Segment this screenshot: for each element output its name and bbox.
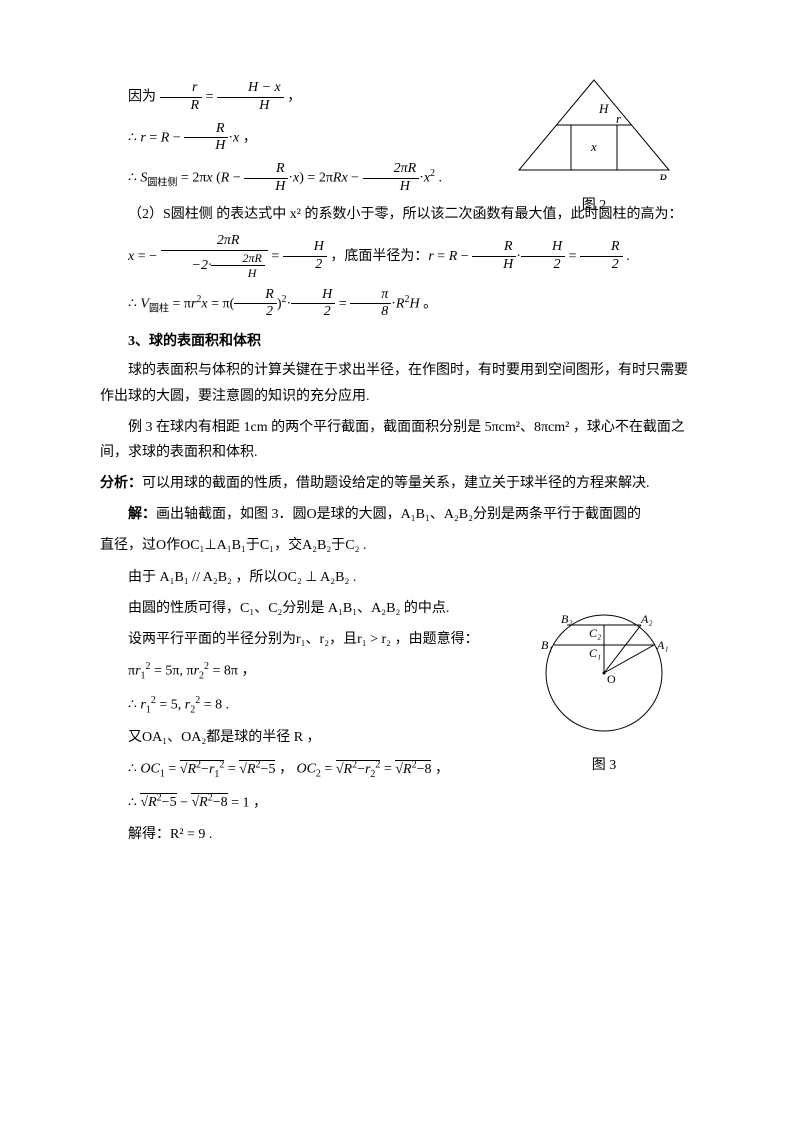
svg-text:H: H bbox=[598, 101, 609, 116]
solution-p10: 解得：R² = 9 . bbox=[100, 822, 694, 847]
solution-p1b: 直径，过O作OC₁⊥A₁B₁于C₁，交A₂B₂于C₂ . bbox=[100, 533, 694, 558]
line-6: ∴ V圆柱 = πr2x = π(R2)2·H2 = π8·R2H 。 bbox=[100, 287, 694, 322]
svg-text:R: R bbox=[658, 171, 667, 180]
svg-text:B₂: B₂ bbox=[561, 612, 573, 626]
figure-2-caption: 图 2 bbox=[504, 193, 684, 218]
svg-text:C₁: C₁ bbox=[589, 646, 601, 660]
analysis: 分析：可以用球的截面的性质，借助题设给定的等量关系，建立关于球半径的方程来解决. bbox=[100, 471, 694, 496]
svg-text:B₁: B₁ bbox=[541, 638, 553, 652]
solution-p1-text: 画出轴截面，如图 3．圆O是球的大圆，A₁B₁、A₂B₂分别是两条平行于截面圆的 bbox=[156, 507, 641, 522]
figure-2: H r x R 图 2 bbox=[504, 75, 684, 218]
section-3-p1: 球的表面积与体积的计算关键在于求出半径，在作图时，有时要用到空间图形，有时只需要… bbox=[100, 358, 694, 408]
analysis-label: 分析： bbox=[100, 476, 142, 491]
analysis-text: 可以用球的截面的性质，借助题设给定的等量关系，建立关于球半径的方程来解决. bbox=[142, 476, 650, 491]
svg-text:x: x bbox=[590, 139, 597, 154]
solution-p9: ∴ √R2−5 − √R2−8 = 1 ， bbox=[100, 790, 694, 816]
figure-3: B₂ A₂ B₁ A₁ C₂ C₁ O 图 3 bbox=[514, 595, 694, 778]
example-3-intro: 例 3 在球内有相距 1cm 的两个平行截面，截面面积分别是 5πcm²、8πc… bbox=[100, 415, 694, 465]
line-5: x = − 2πR−2·2πRH = H2 ，底面半径为：r = R − RH·… bbox=[100, 233, 694, 281]
figure-3-caption: 图 3 bbox=[514, 753, 694, 778]
solution-p1: 解：画出轴截面，如图 3．圆O是球的大圆，A₁B₁、A₂B₂分别是两条平行于截面… bbox=[100, 502, 694, 527]
svg-text:O: O bbox=[607, 672, 616, 686]
triangle-diagram: H r x R bbox=[509, 75, 679, 180]
line-1-prefix: 因为 bbox=[128, 90, 156, 105]
solution-label: 解： bbox=[128, 507, 156, 522]
circle-diagram: B₂ A₂ B₁ A₁ C₂ C₁ O bbox=[519, 595, 689, 740]
svg-text:C₂: C₂ bbox=[589, 626, 601, 640]
section-3-title: 3、球的表面积和体积 bbox=[100, 329, 694, 354]
svg-text:A₂: A₂ bbox=[640, 612, 653, 626]
solution-p2: 由于 A₁B₁ // A₂B₂ ，所以OC₂ ⊥ A₂B₂ . bbox=[100, 565, 694, 590]
svg-text:A₁: A₁ bbox=[656, 638, 669, 652]
